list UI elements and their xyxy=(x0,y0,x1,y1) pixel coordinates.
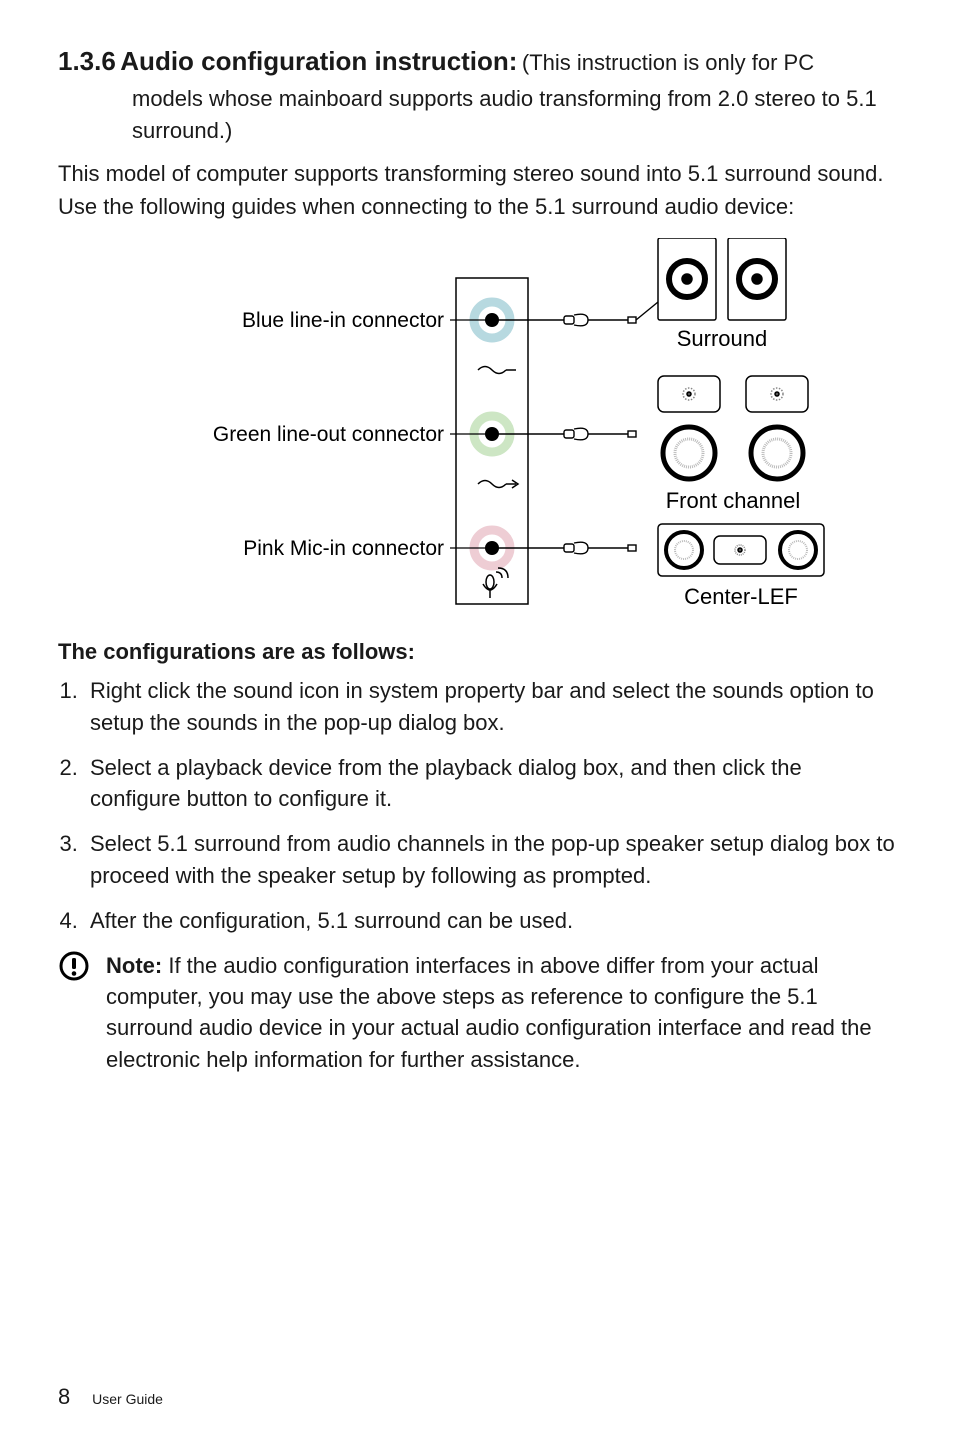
blue-linein-label: Blue line-in connector xyxy=(242,309,444,332)
step-item: Select a playback device from the playba… xyxy=(84,752,896,814)
steps-list: Right click the sound icon in system pro… xyxy=(58,675,896,936)
step-item: Select 5.1 surround from audio channels … xyxy=(84,828,896,890)
green-lineout-label: Green line-out connector xyxy=(213,423,444,446)
heading-continuation: models whose mainboard supports audio tr… xyxy=(132,83,896,147)
surround-speakers xyxy=(658,238,786,320)
page-number: 8 xyxy=(58,1384,70,1409)
front-channel-speakers xyxy=(658,376,808,479)
heading-trail: (This instruction is only for PC xyxy=(522,50,814,75)
surround-caption: Surround xyxy=(677,326,768,351)
audio-diagram: Blue line-in connector Green line-out co… xyxy=(58,238,896,613)
pink-micin-label: Pink Mic-in connector xyxy=(243,537,444,560)
heading-number: 1.3.6 xyxy=(58,46,116,76)
front-channel-caption: Front channel xyxy=(666,488,801,513)
center-lef-caption: Center-LEF xyxy=(684,584,798,608)
config-subheading: The configurations are as follows: xyxy=(58,639,896,665)
note-text: Note: If the audio configuration interfa… xyxy=(106,950,896,1075)
note-label: Note: xyxy=(106,953,162,978)
step-item: After the configuration, 5.1 surround ca… xyxy=(84,905,896,936)
section-heading: 1.3.6 Audio configuration instruction: (… xyxy=(58,46,896,147)
note-icon xyxy=(58,950,92,1075)
footer-label: User Guide xyxy=(92,1391,163,1407)
note-body: If the audio configuration interfaces in… xyxy=(106,953,872,1072)
step-item: Right click the sound icon in system pro… xyxy=(84,675,896,737)
intro-paragraph-2: Use the following guides when connecting… xyxy=(58,192,896,223)
note-block: Note: If the audio configuration interfa… xyxy=(58,950,896,1075)
page-footer: 8 User Guide xyxy=(58,1384,163,1410)
heading-title: Audio configuration instruction: xyxy=(120,46,517,76)
intro-paragraph-1: This model of computer supports transfor… xyxy=(58,159,896,190)
center-lef-unit xyxy=(658,524,824,576)
